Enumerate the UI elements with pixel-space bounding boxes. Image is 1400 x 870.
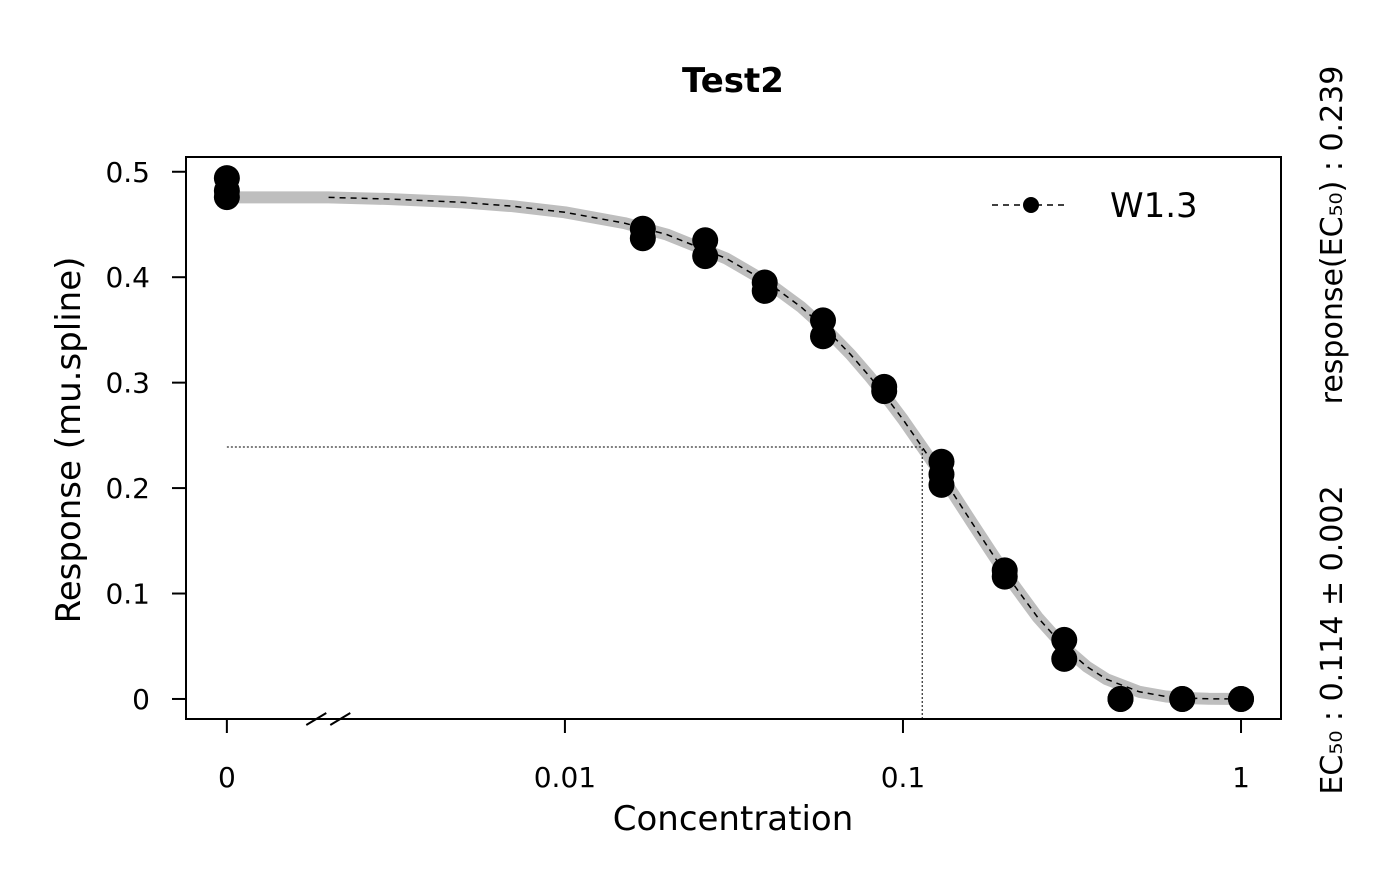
x-tick-label: 0	[218, 761, 236, 794]
annotation: response(EC₅₀) : 0.239	[1315, 66, 1350, 405]
data-point	[692, 243, 719, 270]
data-point	[1228, 685, 1255, 712]
y-axis-label: Response (mu.spline)	[49, 257, 89, 624]
y-tick-label: 0	[132, 683, 150, 716]
axis-break	[329, 712, 351, 726]
legend-marker	[1023, 197, 1039, 213]
data-point	[1051, 626, 1078, 653]
data-point	[809, 323, 836, 350]
data-point	[871, 378, 898, 405]
data-point	[213, 184, 240, 211]
y-tick-label: 0.4	[105, 261, 150, 294]
data-point	[928, 471, 955, 498]
data-point	[1051, 645, 1078, 672]
fit-band	[226, 191, 1242, 705]
data-point	[751, 277, 778, 304]
y-tick-label: 0.5	[105, 156, 150, 189]
chart-title: Test2	[682, 61, 784, 101]
data-point	[1107, 685, 1134, 712]
x-tick-label: 1	[1232, 761, 1250, 794]
x-axis-label: Concentration	[613, 799, 854, 839]
y-tick-label: 0.2	[105, 472, 150, 505]
data-point	[1169, 685, 1196, 712]
axis-break	[305, 712, 327, 726]
x-tick-label: 0.1	[881, 761, 926, 794]
annotation: EC₅₀ : 0.114 ± 0.002	[1315, 485, 1350, 794]
fit-curve	[328, 196, 1242, 700]
x-tick-label: 0.01	[534, 761, 596, 794]
y-tick-label: 0.1	[105, 578, 150, 611]
legend-label: W1.3	[1110, 186, 1198, 226]
y-tick-label: 0.3	[105, 367, 150, 400]
data-point	[629, 225, 656, 252]
data-point	[991, 563, 1018, 590]
